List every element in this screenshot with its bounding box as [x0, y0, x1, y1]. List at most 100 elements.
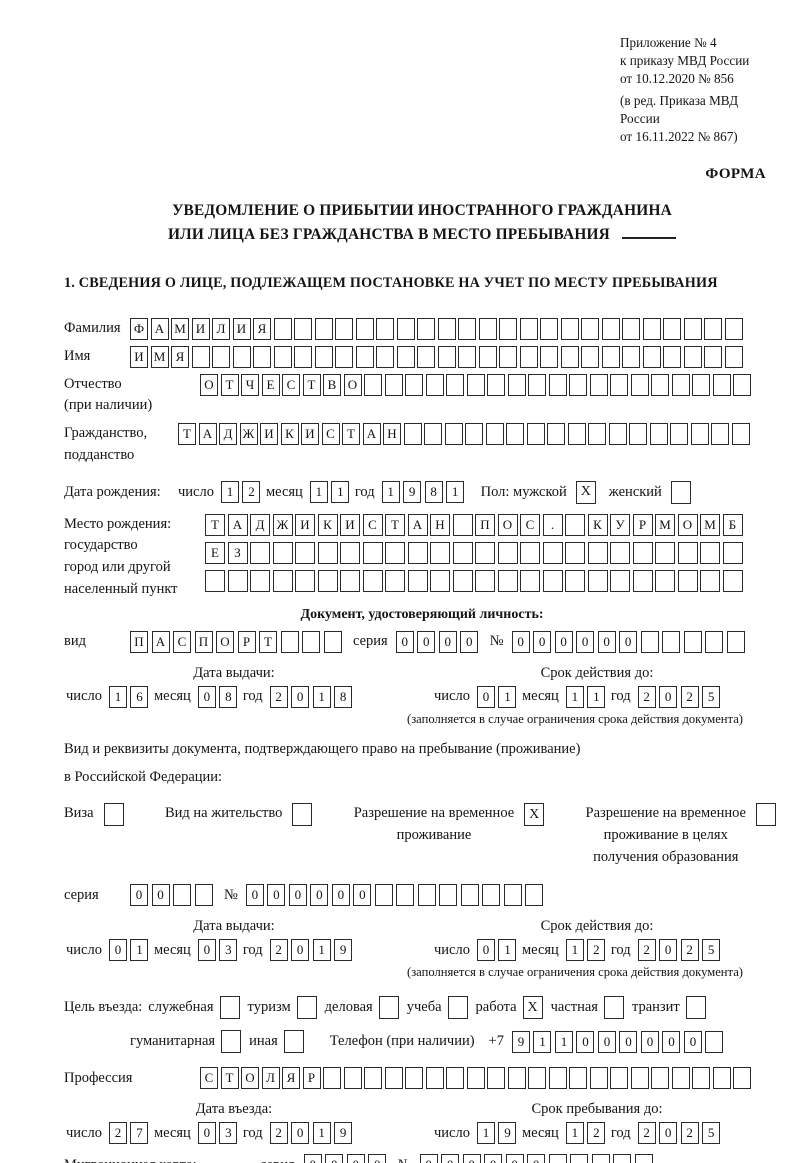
option-label-line: получения образования	[593, 848, 739, 865]
form-cell: 0	[310, 884, 329, 907]
label-line: город или другой	[64, 559, 171, 576]
form-cell	[683, 345, 702, 368]
residence-doc-intro: Вид и реквизиты документа, подтверждающе…	[64, 735, 780, 792]
label-line: подданство	[64, 446, 135, 463]
form-cell: 0	[662, 1030, 681, 1053]
form-cell	[499, 317, 517, 340]
form-cell	[565, 541, 585, 564]
form-cell	[487, 373, 505, 396]
year-label: год	[610, 941, 631, 958]
form-cell	[503, 884, 522, 907]
residence-expiry-col: Срок действия до: число 0 1 месяц 1 2 год 2 0 2 5 …	[407, 918, 800, 980]
form-cell	[704, 345, 722, 368]
option-label-line: Разрешение на временное	[353, 805, 515, 822]
form-cell	[191, 345, 210, 368]
form-cell	[478, 317, 497, 340]
year-label: год	[242, 688, 263, 705]
form-cell: 0	[576, 1030, 595, 1053]
surname-label: Фамилия	[64, 320, 121, 337]
form-cell	[608, 423, 627, 446]
form-cell	[528, 1067, 546, 1090]
form-cell: П	[194, 630, 213, 653]
form-cell: 2	[680, 1122, 699, 1145]
day-label: число	[66, 688, 102, 705]
month-label: месяц	[521, 688, 559, 705]
option-label: деловая	[324, 999, 373, 1016]
form-cell	[507, 1067, 526, 1090]
option: транзит	[632, 996, 706, 1020]
month-label: месяц	[521, 941, 559, 958]
form-cell: П	[475, 513, 495, 536]
form-cell	[460, 884, 479, 907]
form-cell: Н	[430, 513, 450, 536]
form-cell	[560, 345, 579, 368]
checkbox	[755, 803, 776, 827]
form-cell: 1	[381, 481, 400, 504]
form-cell: 8	[334, 685, 353, 708]
form-cell: 3	[219, 1122, 238, 1145]
form-cell	[677, 541, 698, 564]
form-cell: 2	[637, 939, 656, 962]
form-cell: 0	[619, 630, 638, 653]
form-cell	[475, 541, 495, 564]
form-cell	[323, 630, 342, 653]
form-cell	[478, 345, 497, 368]
form-cell: 0	[368, 1154, 387, 1163]
form-cell	[540, 317, 558, 340]
title-line1: УВЕДОМЛЕНИЕ О ПРИБЫТИИ ИНОСТРАННОГО ГРАЖ…	[172, 201, 672, 219]
form-cell	[364, 373, 382, 396]
form-cell: О	[497, 513, 518, 536]
form-cell	[425, 373, 444, 396]
form-cell	[630, 373, 649, 396]
month-label: месяц	[153, 1124, 191, 1141]
form-cell	[205, 569, 225, 592]
label-line: населенный пункт	[64, 580, 178, 597]
form-cell: 2	[680, 939, 699, 962]
form-cell: 0	[353, 884, 372, 907]
form-cell	[273, 317, 292, 340]
form-cell: 1	[309, 481, 328, 504]
form-cell	[253, 345, 271, 368]
form-cell	[295, 541, 315, 564]
option-label-line: Разрешение на временное	[585, 805, 746, 822]
form-cell	[663, 317, 681, 340]
form-cell	[629, 423, 647, 446]
form-cell	[634, 1154, 653, 1163]
form-cell	[430, 569, 450, 592]
form-cell: 2	[269, 939, 288, 962]
residence-doc-line1: Вид и реквизиты документа, подтверждающе…	[64, 740, 581, 757]
form-cell: 0	[597, 1030, 616, 1053]
form-cell	[519, 345, 538, 368]
form-cell: 0	[476, 685, 495, 708]
form-cell: Е	[205, 541, 225, 564]
form-cell	[677, 569, 698, 592]
form-cell: 1	[312, 685, 331, 708]
form-cell: 2	[269, 685, 288, 708]
form-cell	[212, 345, 230, 368]
form-cell: 9	[334, 939, 353, 962]
form-cell: 0	[619, 1030, 638, 1053]
form-cell	[520, 569, 540, 592]
form-cell	[465, 423, 483, 446]
form-cell	[692, 373, 710, 396]
form-cell: 1	[331, 481, 350, 504]
form-cell	[711, 423, 729, 446]
form-cell	[565, 513, 585, 536]
doc-series-label: серия	[353, 633, 388, 650]
residence-issue-col: Дата выдачи: число 0 1 месяц 0 3 год 2 0 1 9	[64, 918, 432, 980]
form-cell	[385, 569, 405, 592]
form-cell	[403, 423, 422, 446]
appendix-block: Приложение № 4 к приказу МВД России от 10.…	[620, 34, 780, 146]
migration-series-label: серия	[260, 1157, 295, 1163]
revision-lines: (в ред. Приказа МВД России от 16.11.2022 …	[620, 92, 780, 145]
checkbox	[296, 996, 317, 1020]
form-cell: 0	[511, 630, 530, 653]
form-cell	[724, 345, 743, 368]
form-cell: 8	[219, 685, 238, 708]
